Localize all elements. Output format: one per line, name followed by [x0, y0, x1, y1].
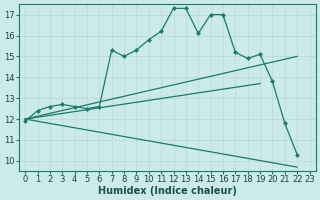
X-axis label: Humidex (Indice chaleur): Humidex (Indice chaleur)	[98, 186, 237, 196]
